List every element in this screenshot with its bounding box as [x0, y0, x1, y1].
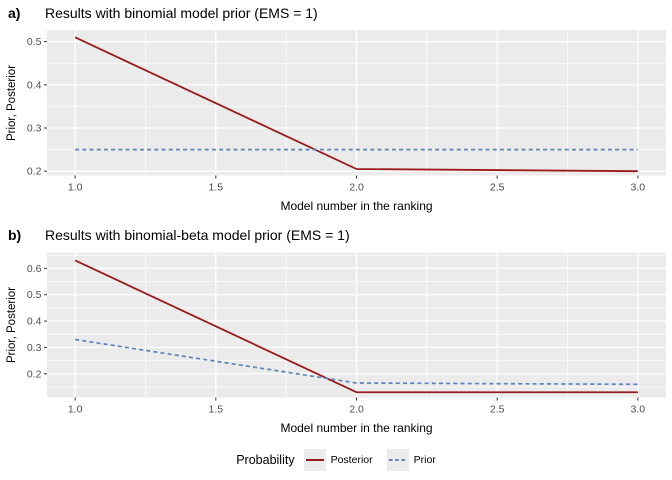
legend: Probability Posterior Prior	[0, 449, 672, 471]
chart-a-tag: a)	[8, 5, 21, 21]
legend-key-prior	[386, 449, 409, 471]
x-tick-label: 2.0	[349, 404, 364, 416]
chart-a-title-text: Results with binomial model prior (EMS =…	[45, 5, 318, 21]
legend-key-posterior	[303, 449, 326, 471]
posterior-line-icon	[305, 459, 324, 461]
legend-label-prior: Prior	[413, 454, 436, 466]
chart-b-title-text: Results with binomial-beta model prior (…	[45, 227, 350, 243]
chart-a-title: a) Results with binomial model prior (EMS…	[8, 5, 318, 21]
series-line-posterior	[74, 36, 638, 173]
legend-label-posterior: Posterior	[330, 454, 373, 466]
x-tick-label: 1.5	[209, 182, 224, 194]
series-line-prior	[75, 338, 638, 386]
y-tick-label: 0.2	[27, 166, 42, 178]
y-tick-label: 0.4	[27, 316, 42, 328]
prior-dashed-line-icon	[388, 459, 407, 461]
y-tick-label: 0.5	[27, 289, 42, 301]
chart-a-x-axis-title: Model number in the ranking	[280, 199, 433, 213]
chart-b-y-axis-title: Prior, Posterior	[6, 286, 18, 364]
series-line-posterior	[74, 259, 638, 394]
chart-a-y-axis-title: Prior, Posterior	[6, 64, 18, 142]
x-tick-label: 1.0	[68, 404, 83, 416]
y-tick-label: 0.4	[27, 79, 42, 91]
y-tick-label: 0.3	[27, 342, 42, 354]
x-tick-label: 3.0	[631, 182, 646, 194]
chart-b-tag: b)	[8, 227, 22, 243]
y-tick-label: 0.5	[27, 36, 42, 48]
chart-b-title: b) Results with binomial-beta model prior…	[8, 227, 350, 243]
x-tick-label: 2.5	[490, 404, 505, 416]
x-tick-label: 2.5	[490, 182, 505, 194]
x-tick-label: 1.0	[68, 182, 83, 194]
x-tick-label: 2.0	[349, 182, 364, 194]
chart-b-x-axis-title: Model number in the ranking	[280, 421, 433, 435]
x-tick-label: 3.0	[631, 404, 646, 416]
y-tick-label: 0.2	[27, 368, 42, 380]
legend-title: Probability	[236, 453, 295, 467]
x-tick-label: 1.5	[209, 404, 224, 416]
y-tick-label: 0.3	[27, 123, 42, 135]
y-tick-label: 0.6	[27, 263, 42, 275]
